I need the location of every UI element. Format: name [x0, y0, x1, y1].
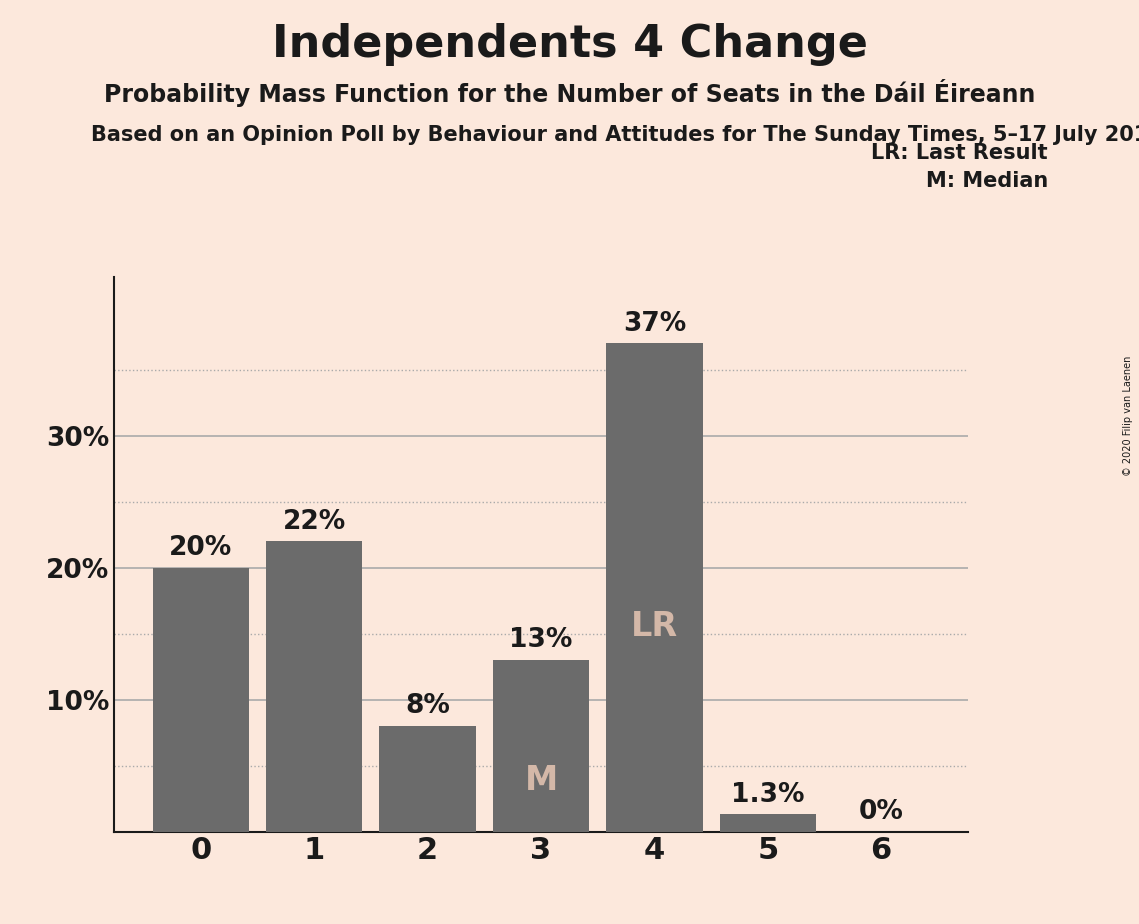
Text: 8%: 8% [405, 693, 450, 720]
Text: Independents 4 Change: Independents 4 Change [271, 23, 868, 67]
Text: 1.3%: 1.3% [731, 782, 804, 808]
Text: 37%: 37% [623, 310, 686, 336]
Text: 22%: 22% [282, 508, 346, 535]
Bar [379, 726, 476, 832]
Text: M: M [524, 763, 558, 796]
Bar [720, 814, 816, 832]
Text: Based on an Opinion Poll by Behaviour and Attitudes for The Sunday Times, 5–17 J: Based on an Opinion Poll by Behaviour an… [91, 125, 1139, 145]
Bar [153, 567, 249, 832]
Text: 13%: 13% [509, 627, 573, 653]
Text: © 2020 Filip van Laenen: © 2020 Filip van Laenen [1123, 356, 1133, 476]
Text: LR: Last Result: LR: Last Result [871, 143, 1048, 164]
Text: 20%: 20% [170, 535, 232, 561]
Bar [493, 660, 589, 832]
Text: M: Median: M: Median [926, 171, 1048, 191]
Text: 0%: 0% [859, 799, 903, 825]
Text: LR: LR [631, 610, 678, 643]
Bar [606, 343, 703, 832]
Bar [267, 541, 362, 832]
Text: Probability Mass Function for the Number of Seats in the Dáil Éireann: Probability Mass Function for the Number… [104, 79, 1035, 106]
